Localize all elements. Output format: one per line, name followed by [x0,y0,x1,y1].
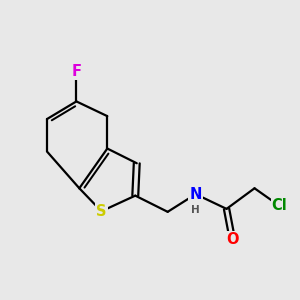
Text: N: N [190,187,202,202]
Text: Cl: Cl [272,198,287,213]
Text: F: F [71,64,81,80]
Text: H: H [191,206,200,215]
Text: O: O [226,232,239,247]
Text: S: S [96,204,107,219]
